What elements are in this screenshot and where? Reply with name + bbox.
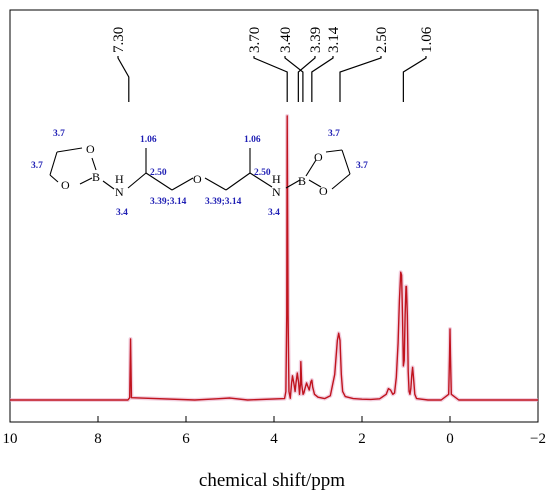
- atom-b: B: [92, 170, 100, 184]
- x-tick-label: 2: [358, 431, 366, 447]
- atom-o: O: [86, 142, 95, 156]
- bond: [79, 177, 93, 185]
- shift-label: 3.4: [116, 208, 128, 218]
- x-tick-label: −2: [530, 431, 546, 447]
- x-tick-label: 6: [182, 431, 190, 447]
- bond: [308, 179, 322, 188]
- atom-o: O: [61, 178, 70, 192]
- bond: [225, 172, 251, 191]
- atom-o: O: [314, 150, 323, 164]
- peak-label: 3.70: [247, 27, 263, 53]
- peak-label: 7.30: [111, 27, 127, 53]
- shift-label: 3.7: [328, 129, 340, 139]
- bond: [102, 180, 115, 190]
- shift-label: 3.4: [268, 208, 280, 218]
- bond: [331, 173, 351, 190]
- shift-label: 1.06: [244, 135, 261, 145]
- x-axis-label: chemical shift/ppm: [199, 470, 345, 491]
- x-axis-ticks: [9, 416, 539, 422]
- x-tick-label: 0: [446, 431, 454, 447]
- bond: [305, 159, 317, 177]
- shift-label: 3.7: [53, 129, 65, 139]
- bond: [249, 172, 273, 188]
- peak-label: 3.39: [308, 27, 324, 53]
- peak-leader-line: [284, 56, 304, 102]
- peak-annotations: 7.30 3.70 3.40 3.39 3.14 2.50 1.06: [111, 26, 435, 102]
- x-tick-label: 4: [270, 431, 278, 447]
- peak-leader-line: [311, 56, 334, 102]
- atom-n: N: [115, 185, 124, 199]
- shift-label: 3.7: [31, 161, 43, 171]
- molecule-structure: [49, 147, 351, 191]
- shift-label: 2.50: [254, 168, 271, 178]
- shift-label: 2.50: [150, 168, 167, 178]
- atom-o: O: [319, 184, 328, 198]
- spectrum-series: [10, 114, 538, 402]
- x-tick-label: 10: [3, 431, 18, 447]
- bond: [91, 157, 97, 171]
- peak-leader-line: [117, 56, 130, 102]
- bond: [145, 172, 173, 191]
- peak-label: 1.06: [419, 26, 435, 53]
- peak-label: 2.50: [374, 27, 390, 53]
- atom-h: H: [272, 172, 281, 186]
- shift-label: 3.39;3.14: [205, 197, 242, 207]
- bond: [127, 172, 147, 189]
- molecule-shift-labels: 3.7 3.7 3.4 1.06 2.50 3.39;3.14 3.39;3.1…: [31, 129, 368, 218]
- bond: [204, 177, 227, 191]
- peak-label: 3.40: [278, 27, 294, 53]
- shift-label: 3.7: [356, 161, 368, 171]
- bond: [56, 147, 83, 153]
- bond: [325, 149, 343, 153]
- bond: [341, 149, 351, 175]
- molecule-atom-labels: O O B N O H N B O O H: [61, 142, 328, 199]
- atom-h: H: [115, 172, 124, 186]
- peak-leader-line: [339, 56, 382, 102]
- bond: [285, 179, 301, 189]
- x-tick-label: 8: [94, 431, 102, 447]
- peak-leader-line: [253, 56, 288, 102]
- spectrum-line: [10, 115, 538, 401]
- atom-b: B: [298, 174, 306, 188]
- atom-n: N: [272, 185, 281, 199]
- peak-leader-line: [402, 56, 427, 102]
- peak-leader-line: [297, 56, 316, 102]
- bond: [171, 177, 194, 191]
- bond: [49, 174, 59, 183]
- shift-label: 1.06: [140, 135, 157, 145]
- bond: [49, 151, 58, 176]
- peak-label: 3.14: [326, 26, 342, 53]
- x-axis-tick-labels: 10 8 6 4 2 0 −2: [3, 431, 546, 447]
- spectrum-shadow: [10, 114, 538, 402]
- atom-o: O: [193, 172, 202, 186]
- shift-label: 3.39;3.14: [150, 197, 187, 207]
